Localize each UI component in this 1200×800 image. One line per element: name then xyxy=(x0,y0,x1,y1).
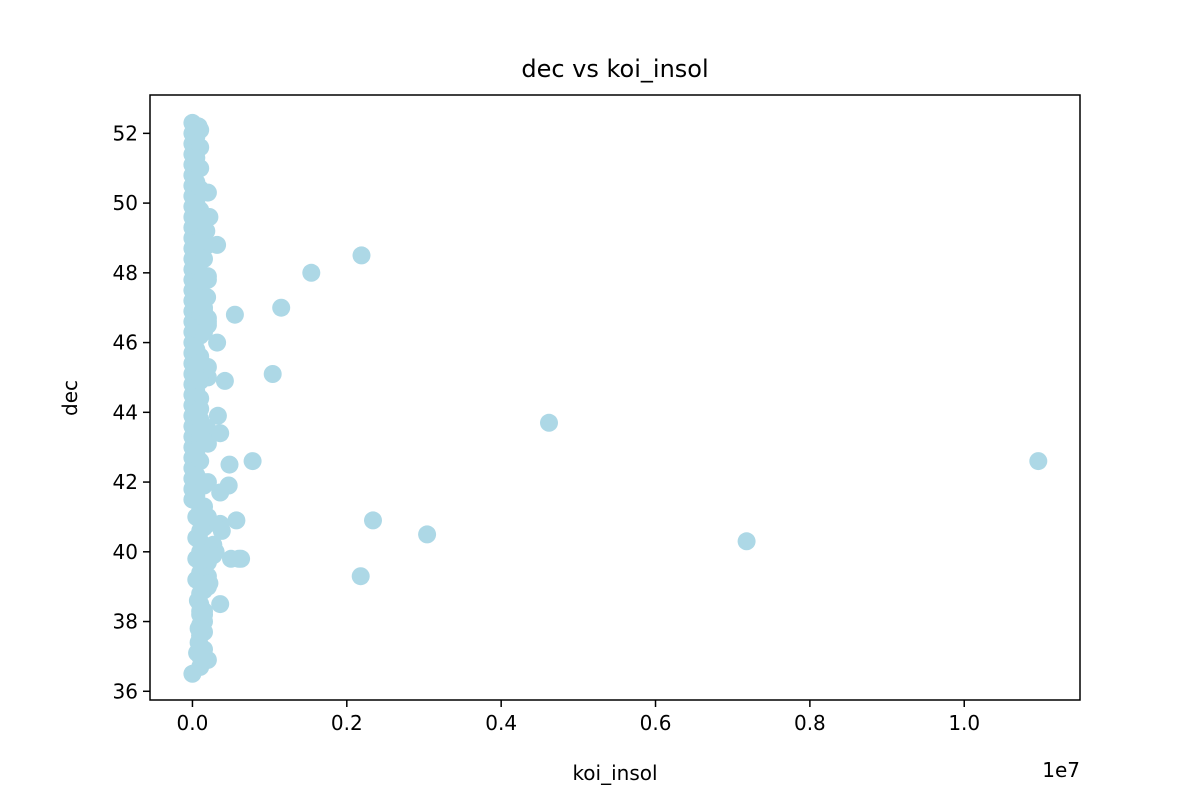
data-point xyxy=(198,183,217,202)
data-point xyxy=(195,473,213,492)
data-point xyxy=(1029,452,1048,471)
data-point xyxy=(191,399,210,418)
data-point xyxy=(208,235,227,254)
data-point xyxy=(195,417,213,436)
y-tick-label: 42 xyxy=(113,470,138,494)
data-point xyxy=(187,487,206,505)
data-point xyxy=(737,532,756,551)
data-point xyxy=(189,117,208,136)
data-point xyxy=(211,424,230,443)
data-point xyxy=(200,208,219,226)
data-point xyxy=(302,263,321,282)
data-point xyxy=(187,528,206,547)
x-tick-label: 0.6 xyxy=(640,711,672,735)
x-axis-offset-label: 1e7 xyxy=(1042,758,1080,782)
data-point xyxy=(200,574,219,593)
data-point xyxy=(187,194,206,213)
x-axis-ticks: 0.0 0.2 0.4 0.6 0.8 1.0 xyxy=(177,700,980,735)
x-tick-label: 0.8 xyxy=(794,711,826,735)
y-tick-label: 50 xyxy=(113,191,138,215)
data-point xyxy=(351,567,370,586)
data-point xyxy=(215,371,234,390)
data-point xyxy=(263,365,282,383)
data-point xyxy=(191,637,210,655)
x-tick-label: 0.2 xyxy=(331,711,363,735)
data-points xyxy=(183,113,1048,683)
chart-title: dec vs koi_insol xyxy=(521,55,708,83)
data-point xyxy=(195,249,213,268)
data-point xyxy=(204,546,223,565)
data-point xyxy=(198,288,217,307)
y-tick-label: 44 xyxy=(113,400,138,424)
x-tick-label: 1.0 xyxy=(948,711,980,735)
data-point xyxy=(195,323,213,342)
data-point xyxy=(187,445,206,464)
x-axis-label: koi_insol xyxy=(572,761,657,785)
x-tick-label: 0.4 xyxy=(485,711,517,735)
data-point xyxy=(211,595,230,614)
y-tick-label: 52 xyxy=(113,121,138,145)
data-point xyxy=(191,232,210,251)
data-point xyxy=(191,371,210,390)
data-point xyxy=(418,525,437,544)
y-tick-label: 40 xyxy=(113,540,138,564)
data-point xyxy=(198,650,217,669)
y-tick-label: 36 xyxy=(113,679,138,703)
y-axis-label: dec xyxy=(58,380,82,416)
y-tick-label: 46 xyxy=(113,331,138,355)
data-point xyxy=(208,406,227,425)
data-point xyxy=(352,246,371,265)
data-point xyxy=(272,298,291,317)
data-point xyxy=(211,483,230,502)
y-axis-ticks: 36 38 40 42 44 46 48 50 52 xyxy=(113,121,150,703)
x-tick-label: 0.0 xyxy=(177,711,209,735)
y-tick-label: 38 xyxy=(113,610,138,634)
data-point xyxy=(232,549,251,568)
data-point xyxy=(198,270,217,289)
y-tick-label: 48 xyxy=(113,261,138,285)
data-point xyxy=(225,305,244,324)
data-point xyxy=(212,521,231,540)
data-point xyxy=(185,337,204,356)
data-point xyxy=(220,455,239,474)
plot-area-frame xyxy=(149,94,1081,701)
data-point xyxy=(191,602,210,621)
data-point xyxy=(198,309,217,328)
data-point xyxy=(364,511,382,530)
data-point xyxy=(243,452,262,471)
data-point xyxy=(227,511,246,530)
data-point xyxy=(187,148,206,167)
data-point xyxy=(208,333,227,352)
data-point xyxy=(540,413,558,432)
data-point xyxy=(183,664,202,683)
